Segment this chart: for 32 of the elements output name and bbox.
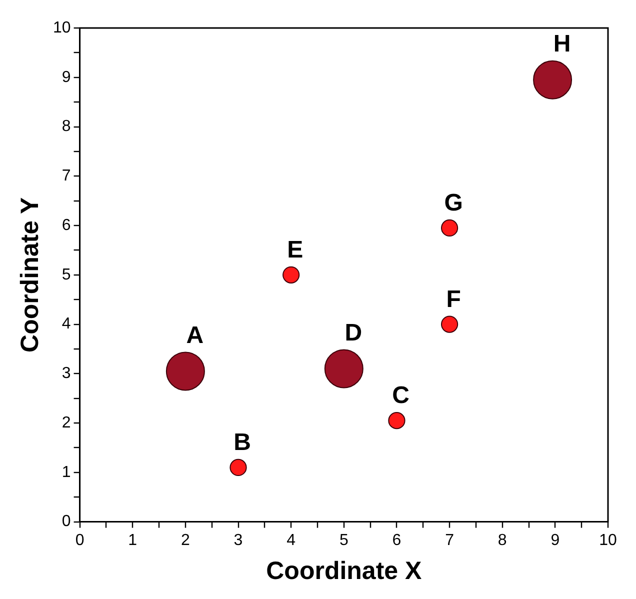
x-tick-label: 6 bbox=[392, 532, 402, 549]
x-tick-label: 8 bbox=[498, 532, 507, 549]
y-tick-label: 10 bbox=[53, 19, 71, 36]
x-tick-label: 10 bbox=[599, 532, 617, 549]
x-tick-label: 4 bbox=[286, 532, 296, 549]
y-tick-label: 3 bbox=[62, 365, 71, 382]
x-tick-label: 7 bbox=[445, 532, 454, 549]
y-tick-label: 7 bbox=[62, 168, 71, 185]
x-tick-label: 1 bbox=[128, 532, 138, 549]
y-tick-label: 1 bbox=[62, 464, 71, 481]
y-tick-label: 8 bbox=[62, 118, 71, 136]
annotation: H bbox=[553, 30, 571, 58]
annotation: G bbox=[444, 190, 463, 217]
x-tick-label: 2 bbox=[180, 532, 190, 549]
y-axis-title: Coordinate Y bbox=[16, 197, 44, 352]
annotation: A bbox=[186, 322, 204, 349]
annotation: C bbox=[392, 382, 410, 410]
y-tick-label: 6 bbox=[62, 216, 71, 234]
x-tick-label: 3 bbox=[234, 532, 243, 549]
y-tick-label: 2 bbox=[62, 414, 71, 432]
y-tick-label: 9 bbox=[62, 68, 71, 86]
x-tick-label: 9 bbox=[550, 532, 560, 549]
annotation: D bbox=[344, 319, 362, 346]
annotation: F bbox=[446, 286, 461, 313]
annotation: E bbox=[287, 236, 304, 264]
x-axis-title: Coordinate X bbox=[266, 556, 422, 585]
y-tick-label: 0 bbox=[62, 513, 71, 530]
x-tick-label: 0 bbox=[75, 532, 84, 549]
x-tick-label: 5 bbox=[339, 532, 348, 549]
y-tick-label: 4 bbox=[62, 316, 71, 333]
y-tick-label: 5 bbox=[62, 266, 71, 284]
annotation: B bbox=[234, 429, 251, 456]
